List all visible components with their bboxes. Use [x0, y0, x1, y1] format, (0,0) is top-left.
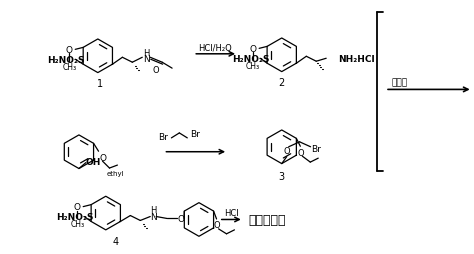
Text: N: N [143, 55, 150, 64]
Text: O: O [178, 214, 184, 223]
Text: CH₃: CH₃ [70, 219, 84, 228]
Text: H: H [143, 49, 149, 58]
Text: ethyl: ethyl [107, 170, 124, 176]
Text: H₂NO₂S: H₂NO₂S [56, 212, 94, 221]
Text: H₂NO₂S: H₂NO₂S [47, 56, 85, 65]
Text: O: O [297, 148, 304, 157]
Text: O: O [250, 45, 257, 54]
Text: H₂NO₂S: H₂NO₂S [232, 55, 270, 64]
Text: CH₃: CH₃ [246, 61, 260, 70]
Text: 4: 4 [113, 236, 119, 246]
Text: 三乙胺: 三乙胺 [391, 78, 407, 87]
Text: O: O [66, 46, 73, 55]
Text: O: O [153, 65, 160, 74]
Text: OH: OH [85, 157, 100, 166]
Text: Br: Br [158, 133, 168, 142]
Text: Br: Br [311, 145, 321, 154]
Text: HCl/H₂O: HCl/H₂O [198, 43, 232, 52]
Text: 2: 2 [279, 78, 285, 88]
Text: O: O [213, 220, 220, 230]
Text: Br: Br [190, 130, 200, 139]
Text: O: O [99, 153, 106, 162]
Text: NH₂HCl: NH₂HCl [338, 55, 375, 64]
Text: O: O [74, 202, 81, 211]
Text: N: N [150, 212, 156, 221]
Text: O: O [283, 147, 290, 156]
Text: HCl: HCl [224, 208, 238, 217]
Text: 鹽酸坦洛新: 鹽酸坦洛新 [249, 213, 286, 226]
Text: 1: 1 [97, 79, 103, 89]
Text: CH₃: CH₃ [62, 62, 76, 71]
Text: 3: 3 [279, 172, 285, 182]
Text: H: H [150, 205, 156, 214]
